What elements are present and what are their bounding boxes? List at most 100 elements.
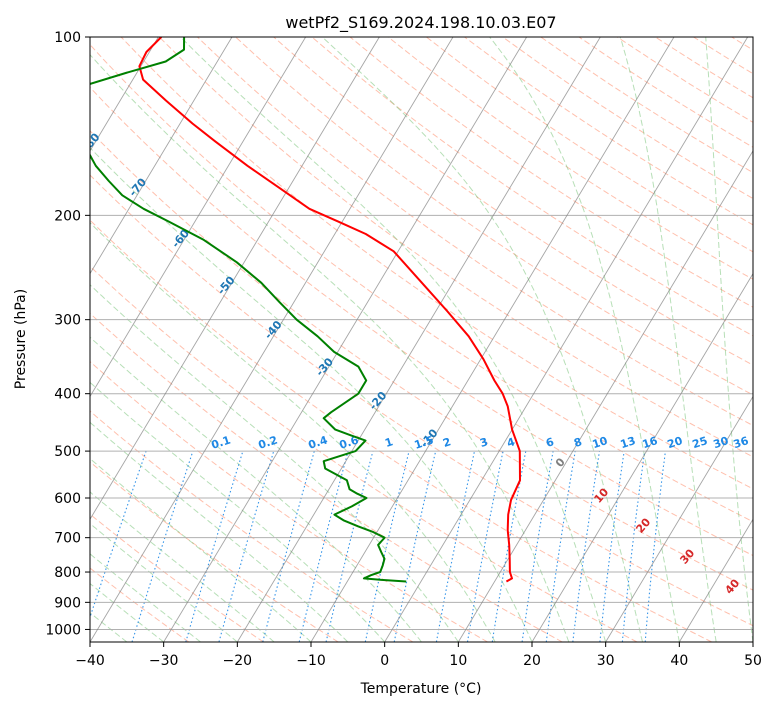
mixing-ratio-line bbox=[545, 451, 576, 642]
mixing-ratio-label: 8 bbox=[572, 435, 583, 450]
moist-adiabat-line bbox=[90, 53, 570, 642]
isotherm-line bbox=[531, 272, 753, 642]
dry-adiabat-line bbox=[90, 174, 753, 627]
y-tick-label: 900 bbox=[54, 595, 81, 611]
skewed-isotherms bbox=[90, 37, 753, 642]
moist-adiabat-line bbox=[90, 582, 164, 642]
dry-adiabat-line bbox=[120, 37, 753, 490]
x-tick-label: 0 bbox=[380, 653, 389, 669]
mixing-ratio-label: 3 bbox=[478, 435, 489, 450]
mixing-ratio-label: 1.5 bbox=[413, 433, 436, 451]
isotherm-line bbox=[457, 150, 753, 642]
dry-adiabat-line bbox=[197, 37, 753, 427]
plot-area: -100-90-80-70-60-50-40-30-20-10010203040… bbox=[90, 37, 753, 642]
dry-adiabat-line bbox=[90, 360, 488, 642]
moist-adiabat-line bbox=[489, 37, 680, 642]
mixing-ratio-line bbox=[131, 450, 194, 642]
mixing-ratio-label: 2 bbox=[441, 435, 452, 450]
gridlines bbox=[90, 37, 753, 630]
x-tick-label: 40 bbox=[670, 653, 688, 669]
isotherm-line bbox=[310, 37, 675, 642]
x-tick-label: −30 bbox=[149, 653, 179, 669]
dry-adiabat-line bbox=[273, 37, 753, 366]
dry-adiabat-line bbox=[90, 43, 753, 523]
y-tick-label: 400 bbox=[54, 387, 81, 403]
mixing-ratio-label: 0.4 bbox=[307, 433, 330, 451]
dry-adiabat-line bbox=[90, 130, 753, 591]
moist-adiabat-line bbox=[90, 421, 349, 642]
mixing-ratio-label: 1 bbox=[383, 435, 394, 450]
profile-series bbox=[90, 37, 521, 583]
y-axis: 100 200 300 400 500 600 700 800 900 1000 bbox=[45, 30, 90, 638]
dry-adiabat-line bbox=[158, 37, 753, 458]
mixing-ratio-line bbox=[262, 450, 315, 642]
isotherm-line bbox=[90, 37, 233, 275]
mixing-ratio-label: 10 bbox=[591, 434, 610, 451]
x-tick-label: −10 bbox=[296, 653, 326, 669]
moist-adiabat-line bbox=[705, 37, 753, 642]
moist-adiabat-line bbox=[180, 37, 607, 642]
y-tick-label: 600 bbox=[54, 491, 81, 507]
dry-adiabats bbox=[90, 37, 753, 642]
isotherm-line bbox=[90, 37, 307, 398]
mixing-ratio-line bbox=[621, 451, 646, 642]
moist-adiabat-line bbox=[90, 381, 386, 642]
mixing-ratio-label: 25 bbox=[691, 434, 710, 451]
mixing-ratio-line bbox=[572, 451, 601, 642]
isotherm-line bbox=[605, 395, 753, 642]
chart-title: wetPf2_S169.2024.198.10.03.E07 bbox=[285, 13, 556, 33]
x-tick-label: 20 bbox=[523, 653, 541, 669]
moist-adiabat-line bbox=[619, 37, 717, 642]
isotherm-line bbox=[90, 37, 159, 152]
y-axis-title: Pressure (hPa) bbox=[13, 289, 29, 389]
x-tick-label: 30 bbox=[597, 653, 615, 669]
mixing-ratio-line bbox=[599, 451, 625, 642]
y-tick-label: 100 bbox=[54, 30, 81, 46]
x-tick-label: −40 bbox=[75, 653, 105, 669]
mixing-ratio-label: 4 bbox=[505, 435, 517, 450]
x-tick-label: 50 bbox=[744, 653, 762, 669]
mixing-ratio-label: 20 bbox=[666, 434, 685, 451]
y-tick-label: 700 bbox=[54, 531, 81, 547]
moist-adiabat-line bbox=[90, 336, 422, 642]
dewpoint-profile-line bbox=[90, 37, 407, 583]
plot-frame bbox=[89, 36, 754, 643]
mixing-ratio-line bbox=[218, 450, 275, 642]
mixing-ratio-line bbox=[298, 450, 349, 642]
dry-adiabat-line bbox=[349, 37, 753, 308]
mixing-ratio-label: 0.6 bbox=[338, 433, 361, 451]
dry-adiabat-line bbox=[90, 461, 339, 642]
temperature-profile-line bbox=[138, 37, 521, 583]
dry-adiabat-line bbox=[90, 513, 264, 642]
y-tick-label: 1000 bbox=[45, 622, 81, 638]
mixing-ratio-label: 16 bbox=[641, 434, 660, 451]
y-tick-label: 800 bbox=[54, 565, 81, 581]
mixing-ratio-label: 30 bbox=[712, 434, 731, 451]
x-axis: −40 −30 −20 −10 0 10 20 30 40 50 bbox=[75, 642, 762, 669]
mixing-ratio-line bbox=[325, 450, 374, 642]
mixing-ratio-label: 0.2 bbox=[257, 433, 280, 451]
mixing-ratio-line bbox=[521, 451, 554, 642]
mixing-ratio-label: 6 bbox=[544, 435, 556, 450]
moist-adiabat-line bbox=[90, 222, 496, 642]
dry-adiabat-line bbox=[90, 312, 563, 642]
x-tick-label: −20 bbox=[223, 653, 253, 669]
isotherm-line bbox=[236, 37, 601, 642]
isotherm-line bbox=[90, 37, 454, 642]
mixing-ratio-label: 36 bbox=[732, 434, 751, 451]
mixing-ratio-line bbox=[644, 451, 666, 642]
moist-adiabat-line bbox=[321, 37, 643, 642]
x-axis-title: Temperature (°C) bbox=[360, 681, 482, 697]
dry-adiabat-line bbox=[90, 219, 712, 642]
y-tick-label: 200 bbox=[54, 208, 81, 224]
y-tick-label: 500 bbox=[54, 444, 81, 460]
isotherm-line bbox=[384, 37, 749, 642]
x-tick-label: 10 bbox=[449, 653, 467, 669]
mixing-ratio-line bbox=[185, 450, 244, 642]
isotherm-line bbox=[678, 518, 753, 642]
dry-adiabat-line bbox=[90, 265, 638, 642]
isotherm-line bbox=[90, 37, 380, 521]
isotherm-line bbox=[163, 37, 528, 642]
